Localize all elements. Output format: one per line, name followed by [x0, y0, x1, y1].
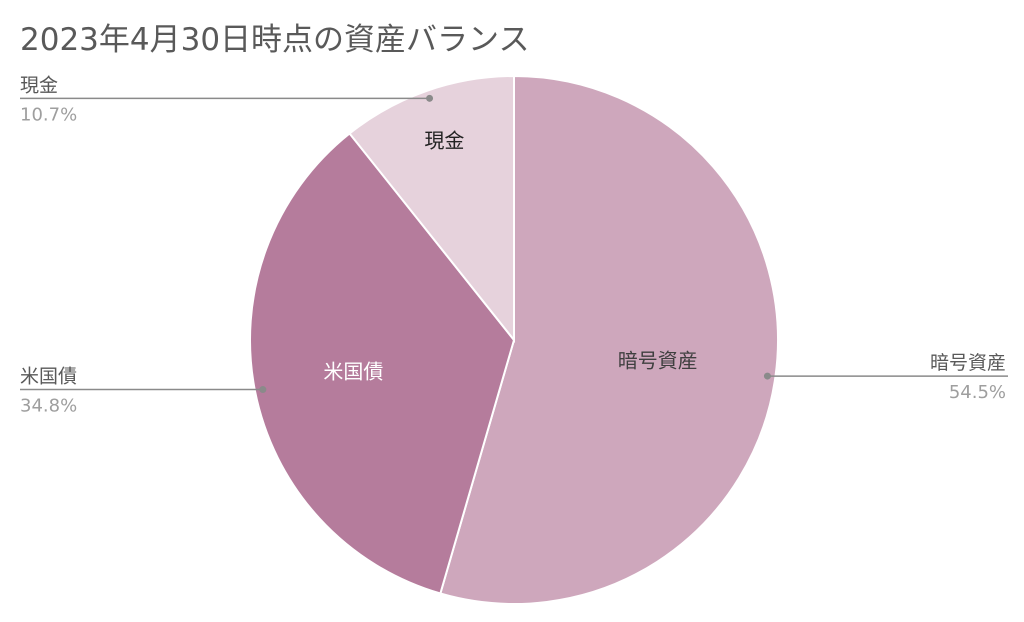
callout-dot: [763, 372, 771, 380]
chart-title: 2023年4月30日時点の資産バランス: [20, 22, 530, 58]
callout-percent: 10.7%: [20, 104, 77, 125]
pie-slice: [249, 132, 516, 595]
callout-percent: 54.5%: [949, 382, 1006, 403]
callout-dot: [259, 386, 267, 394]
callout-label: 現金: [20, 74, 58, 96]
slice-label: 現金: [424, 129, 464, 153]
callout-label: 米国債: [20, 366, 77, 388]
callout-label: 暗号資産: [930, 352, 1006, 374]
pie-slice: [439, 74, 779, 605]
callout-dot: [426, 94, 434, 102]
pie-slice: [348, 74, 515, 343]
slice-label: 暗号資産: [618, 348, 698, 372]
callout-percent: 34.8%: [20, 396, 77, 417]
slice-label: 米国債: [323, 360, 383, 384]
